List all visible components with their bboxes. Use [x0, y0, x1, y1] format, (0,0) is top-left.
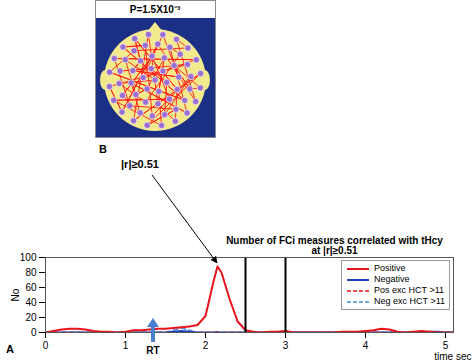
html-text:A: A: [6, 343, 14, 355]
svg-text:B: B: [99, 143, 107, 155]
svg-text:0: 0: [43, 340, 49, 351]
svg-text:80: 80: [25, 267, 37, 278]
svg-text:40: 40: [25, 297, 37, 308]
svg-text:5: 5: [443, 340, 449, 351]
svg-text:|r|≥0.51: |r|≥0.51: [121, 158, 159, 170]
svg-text:2: 2: [203, 340, 209, 351]
svg-text:RT: RT: [146, 345, 159, 356]
svg-text:100: 100: [20, 252, 37, 263]
html-text:Pos exc HCT >11: Pos exc HCT >11: [374, 285, 444, 295]
svg-text:P=1.5X10⁻³: P=1.5X10⁻³: [130, 4, 181, 15]
svg-text:3: 3: [283, 340, 289, 351]
svg-text:1: 1: [123, 340, 129, 351]
svg-text:60: 60: [25, 282, 37, 293]
html-text:Neg exc HCT >11: Neg exc HCT >11: [374, 296, 445, 306]
html-text:Negative: Negative: [374, 274, 410, 284]
svg-text:No: No: [10, 288, 21, 301]
svg-text:0: 0: [31, 327, 37, 338]
svg-text:4: 4: [363, 340, 369, 351]
svg-text:20: 20: [25, 312, 37, 323]
html-text:Positive: Positive: [374, 263, 406, 273]
svg-text:time sec: time sec: [434, 351, 471, 362]
svg-text:Number of FCi measures correla: Number of FCi measures correlated with t…: [226, 235, 443, 256]
